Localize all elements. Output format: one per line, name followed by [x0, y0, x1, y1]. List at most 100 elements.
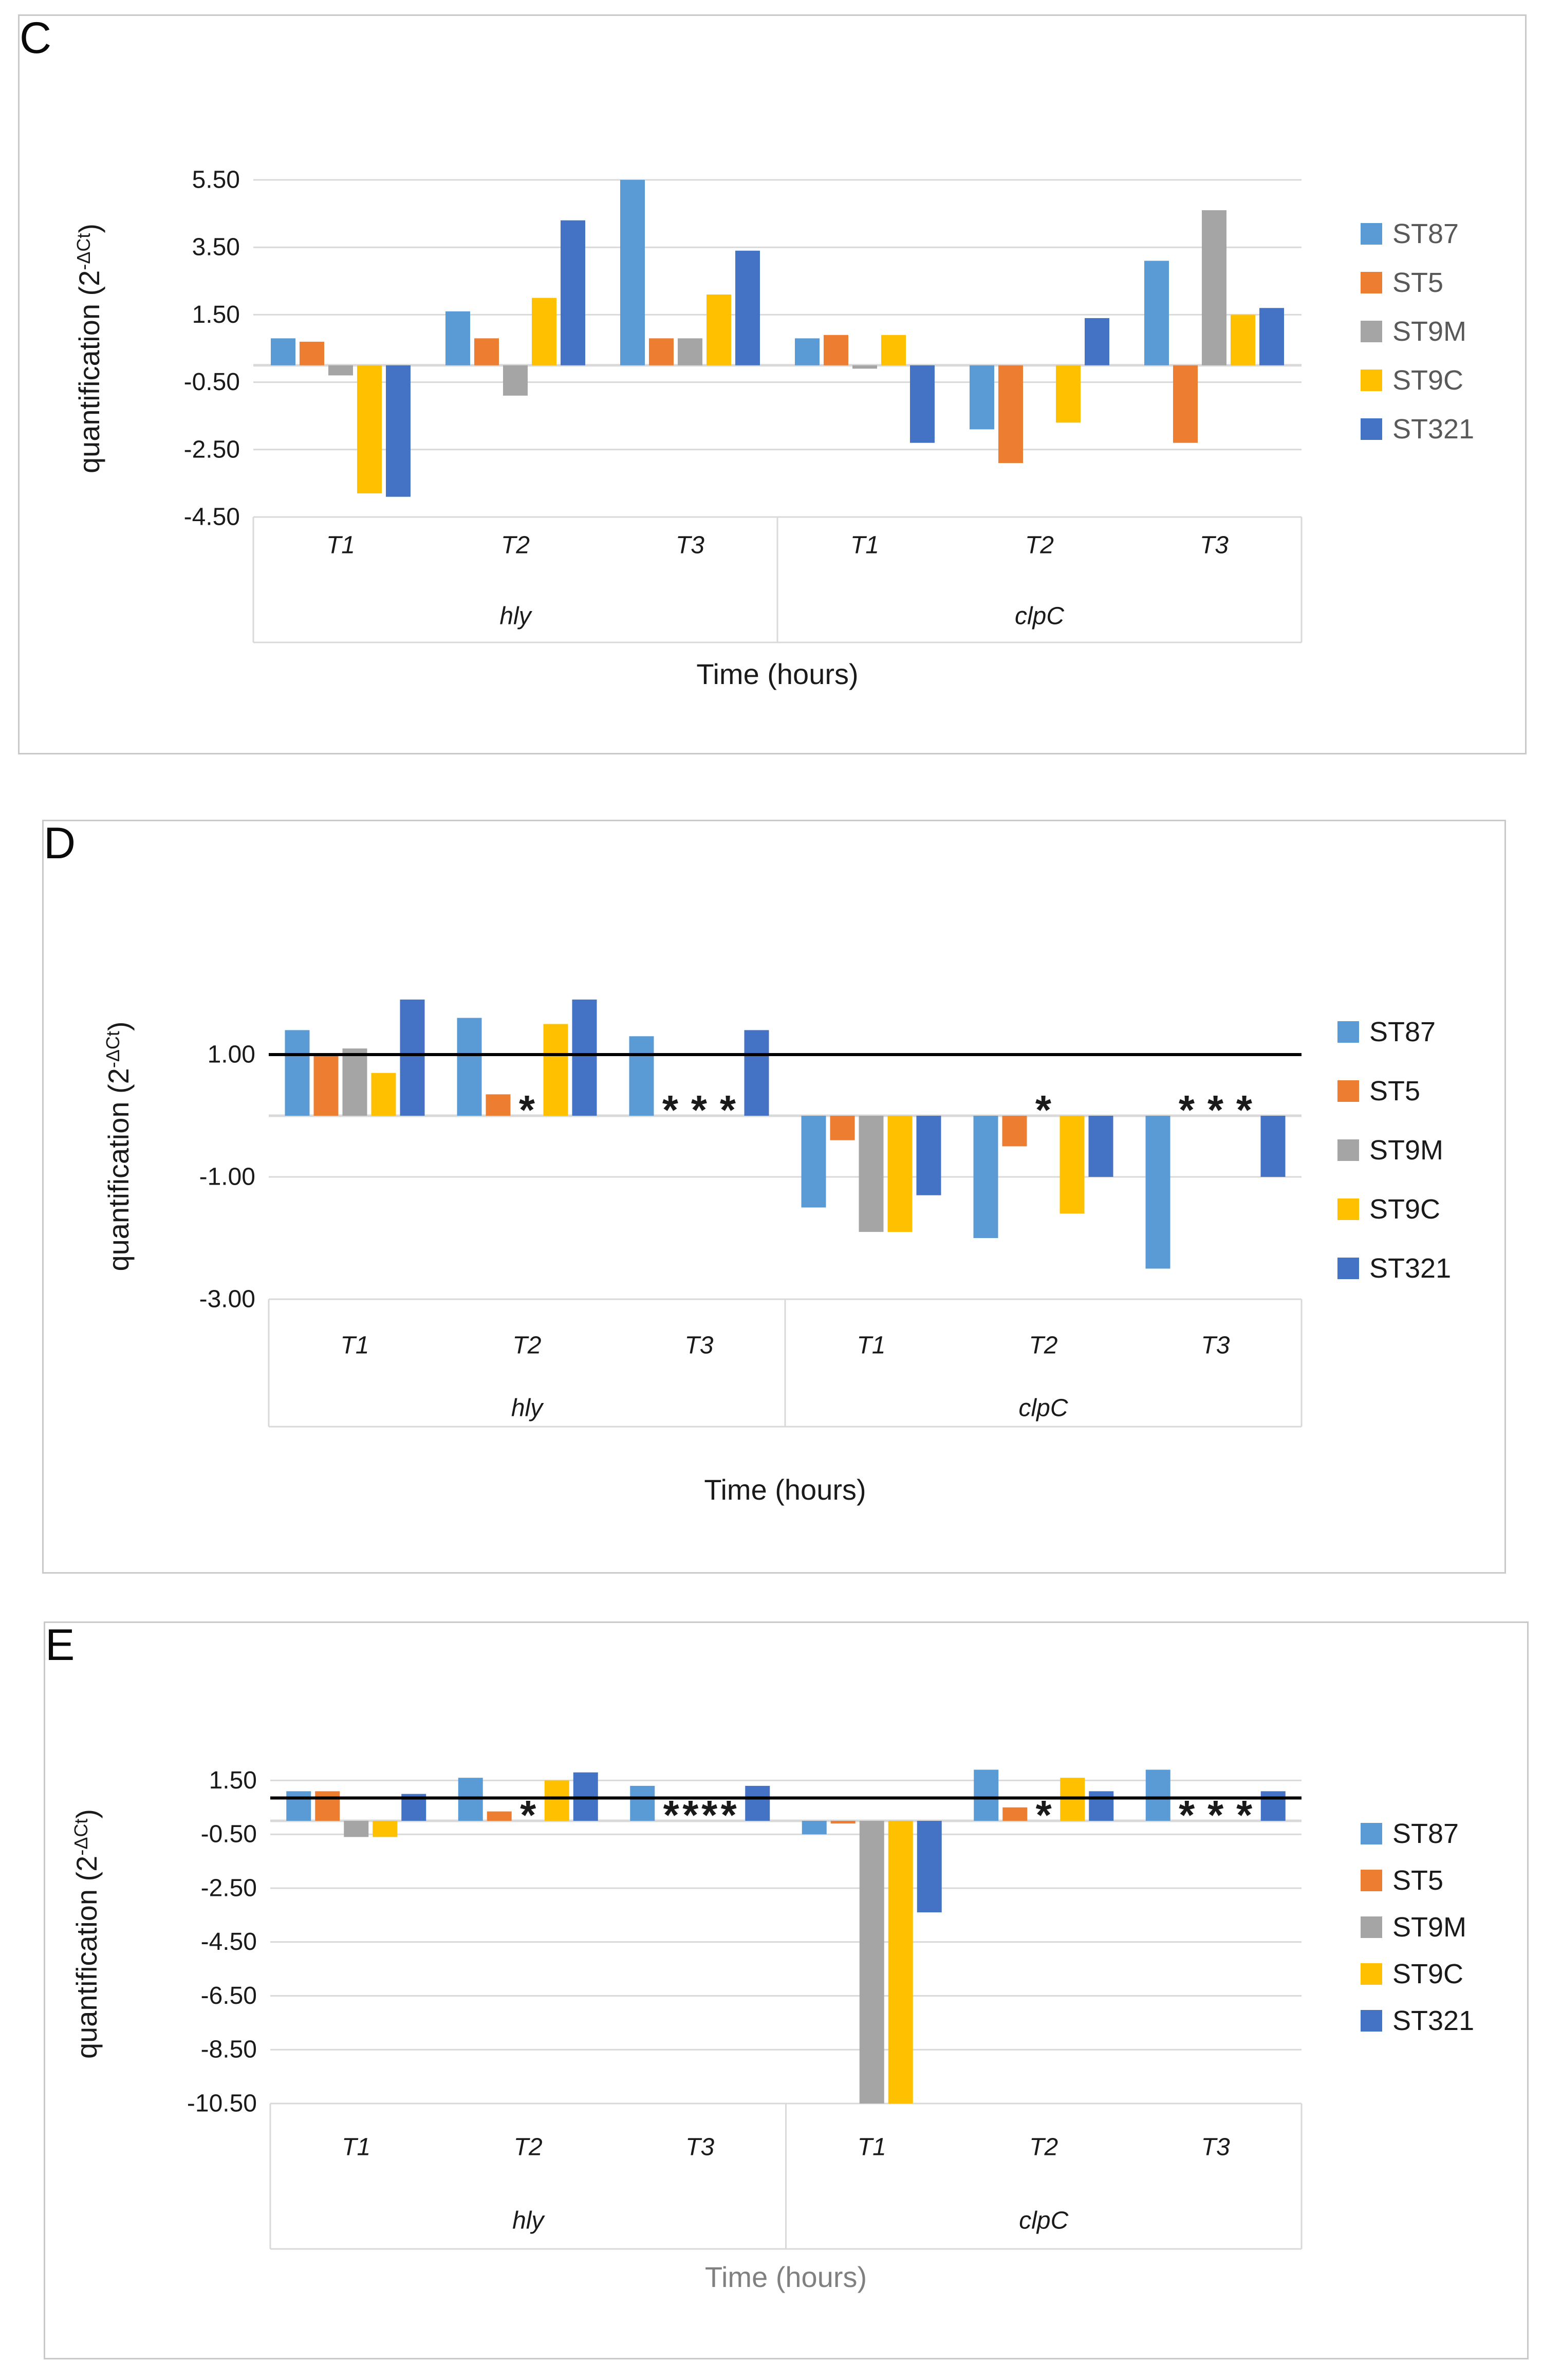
bar-ST5-hly-T2 — [474, 338, 499, 365]
significance-star: * — [701, 1792, 718, 1838]
bar-ST87-hly-T2 — [457, 1018, 482, 1116]
bar-ST9M-hly-T1 — [342, 1048, 367, 1116]
significance-star: * — [662, 1087, 679, 1133]
legend-swatch-ST9M — [1361, 321, 1382, 342]
bar-ST321-clpC-T3 — [1260, 1116, 1286, 1177]
significance-star: * — [1207, 1792, 1224, 1838]
legend-swatch-ST321 — [1361, 418, 1382, 440]
bar-ST321-hly-T1 — [400, 999, 425, 1116]
y-tick-label: -3.00 — [199, 1286, 255, 1313]
significance-star: * — [720, 1087, 736, 1133]
bar-ST87-hly-T3 — [629, 1036, 654, 1116]
bar-ST9C-hly-T2 — [544, 1780, 569, 1821]
time-label: T3 — [684, 1332, 713, 1359]
bar-ST87-clpC-T1 — [802, 1821, 827, 1835]
y-tick-label: 1.50 — [192, 301, 240, 328]
bar-ST9C-clpC-T2 — [1056, 365, 1081, 423]
gene-label: hly — [512, 2207, 545, 2235]
chart-C: 5.50 3.50 1.50 -0.50 -2.50 -4.50 T1 T2 T3 T1 T2 T3 h… — [73, 167, 1474, 691]
bar-ST9C-clpC-T3 — [1231, 315, 1255, 365]
y-tick-label: -4.50 — [184, 504, 240, 531]
bar-ST5-clpC-T1 — [830, 1116, 855, 1140]
bar-ST9M-hly-T2 — [503, 365, 528, 396]
panel-letter-E: E — [45, 1620, 75, 1670]
legend-label-ST87: ST87 — [1369, 1017, 1436, 1047]
significance-star: * — [721, 1792, 737, 1838]
gene-label: clpC — [1015, 603, 1064, 630]
bar-ST87-clpC-T2 — [973, 1116, 998, 1238]
bar-ST5-clpC-T2 — [1002, 1116, 1027, 1147]
legend-label-ST321: ST321 — [1392, 2005, 1474, 2036]
y-tick-label: -0.50 — [184, 368, 240, 396]
bar-ST321-hly-T1 — [386, 365, 411, 497]
bar-ST5-hly-T1 — [315, 1791, 340, 1821]
legend-swatch-ST321 — [1361, 2010, 1382, 2032]
significance-star: * — [1207, 1087, 1224, 1133]
gene-label: hly — [511, 1395, 544, 1422]
chart-E: 1.50-0.50-2.50-4.50-6.50-8.50-10.50* * * * *… — [70, 1767, 1474, 2293]
y-tick-label: -10.50 — [187, 2090, 257, 2117]
significance-star: * — [1036, 1792, 1052, 1838]
significance-star: * — [1035, 1087, 1052, 1133]
time-label: T1 — [326, 532, 355, 559]
significance-star: * — [691, 1087, 708, 1133]
significance-star: * — [682, 1792, 699, 1838]
bar-ST9C-clpC-T1 — [887, 1116, 913, 1232]
time-label: T3 — [676, 532, 704, 559]
bar-ST5-hly-T2 — [486, 1094, 511, 1116]
x-axis-title: Time (hours) — [696, 658, 858, 690]
legend-swatch-ST9C — [1361, 1963, 1382, 1985]
bar-ST87-hly-T2 — [445, 311, 470, 365]
time-label: T2 — [1029, 1332, 1057, 1359]
bar-ST321-hly-T2 — [572, 999, 597, 1116]
bar-ST321-clpC-T1 — [910, 365, 935, 443]
y-tick-label: -4.50 — [201, 1928, 257, 1955]
legend-label-ST87: ST87 — [1392, 218, 1459, 249]
y-tick-label: 5.50 — [192, 167, 240, 194]
bar-ST5-hly-T2 — [487, 1811, 512, 1821]
x-axis-title: Time (hours) — [704, 1473, 866, 1506]
bar-ST87-clpC-T1 — [795, 338, 820, 365]
bar-ST9C-clpC-T1 — [888, 1821, 913, 2104]
bar-ST5-clpC-T1 — [824, 335, 848, 365]
legend-swatch-ST5 — [1337, 1080, 1359, 1102]
bar-ST321-clpC-T1 — [917, 1821, 942, 1913]
y-axis-title: quantification (2-ΔCt) — [102, 1021, 135, 1271]
bar-ST9C-hly-T2 — [532, 298, 556, 365]
y-tick-label: -1.00 — [199, 1164, 255, 1191]
time-label: T2 — [514, 2134, 543, 2161]
legend-swatch-ST9C — [1361, 370, 1382, 391]
panel-letter-C: C — [20, 13, 52, 63]
y-tick-label: 1.50 — [209, 1767, 257, 1794]
bar-ST9M-hly-T3 — [678, 338, 702, 365]
legend-label-ST5: ST5 — [1392, 267, 1443, 298]
time-label: T3 — [685, 2134, 714, 2161]
bar-ST87-clpC-T2 — [974, 1769, 999, 1821]
bar-ST87-clpC-T3 — [1145, 1116, 1170, 1269]
bar-ST321-clpC-T3 — [1259, 308, 1284, 365]
significance-star: * — [1179, 1087, 1195, 1133]
panel-C: C 5.50 3.50 1.50 -0.50 -2.50 -4.50 T1 T2 T3 T1 T2 T… — [18, 14, 1527, 754]
time-label: T1 — [858, 2134, 886, 2161]
bar-ST87-hly-T3 — [620, 180, 645, 365]
bar-ST87-clpC-T1 — [801, 1116, 826, 1208]
bar-ST5-clpC-T1 — [830, 1821, 856, 1824]
bar-ST321-clpC-T2 — [1085, 318, 1109, 365]
bar-ST5-hly-T1 — [300, 341, 324, 365]
bar-ST9C-hly-T2 — [543, 1024, 568, 1116]
gene-label: clpC — [1019, 2207, 1068, 2235]
time-label: T1 — [850, 532, 879, 559]
legend-label-ST9M: ST9M — [1392, 316, 1466, 347]
panel-E: E 1.50 -0.50 -2.50 -4.50 -6.50 -8.50 -10.50 * * *… — [44, 1621, 1529, 2359]
bar-ST87-hly-T3 — [630, 1785, 655, 1821]
legend-label-ST321: ST321 — [1369, 1253, 1451, 1284]
legend-label-ST321: ST321 — [1392, 414, 1474, 445]
y-axis-title: quantification (2-ΔCt) — [73, 224, 105, 473]
bar-ST87-clpC-T3 — [1145, 1769, 1170, 1821]
legend-label-ST9C: ST9C — [1369, 1194, 1440, 1225]
bar-ST321-clpC-T2 — [1089, 1791, 1114, 1821]
time-label: T2 — [1025, 532, 1054, 559]
legend-swatch-ST9C — [1337, 1198, 1359, 1220]
bar-ST9M-clpC-T3 — [1202, 210, 1226, 365]
